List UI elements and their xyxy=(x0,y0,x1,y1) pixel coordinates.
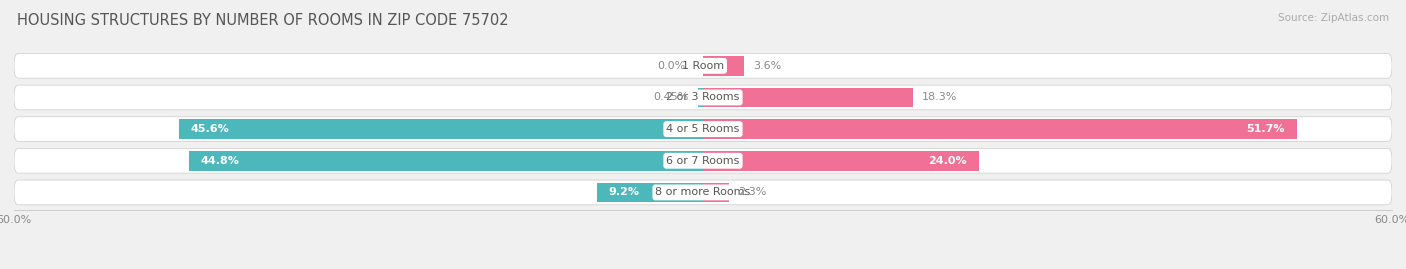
Text: Source: ZipAtlas.com: Source: ZipAtlas.com xyxy=(1278,13,1389,23)
FancyBboxPatch shape xyxy=(14,54,1392,78)
Text: 45.6%: 45.6% xyxy=(191,124,229,134)
Bar xyxy=(703,183,730,202)
FancyBboxPatch shape xyxy=(14,180,1392,205)
Bar xyxy=(598,183,703,202)
Text: HOUSING STRUCTURES BY NUMBER OF ROOMS IN ZIP CODE 75702: HOUSING STRUCTURES BY NUMBER OF ROOMS IN… xyxy=(17,13,509,29)
FancyBboxPatch shape xyxy=(14,148,1392,173)
Text: 2 or 3 Rooms: 2 or 3 Rooms xyxy=(666,93,740,102)
Text: 9.2%: 9.2% xyxy=(609,187,640,197)
Bar xyxy=(703,88,912,107)
FancyBboxPatch shape xyxy=(14,117,1392,141)
Bar xyxy=(703,151,979,171)
Text: 3.6%: 3.6% xyxy=(754,61,782,71)
Text: 51.7%: 51.7% xyxy=(1247,124,1285,134)
Text: 1 Room: 1 Room xyxy=(682,61,724,71)
Text: 6 or 7 Rooms: 6 or 7 Rooms xyxy=(666,156,740,166)
Text: 4 or 5 Rooms: 4 or 5 Rooms xyxy=(666,124,740,134)
Text: 24.0%: 24.0% xyxy=(928,156,967,166)
FancyBboxPatch shape xyxy=(14,85,1392,110)
Text: 8 or more Rooms: 8 or more Rooms xyxy=(655,187,751,197)
Text: 2.3%: 2.3% xyxy=(738,187,766,197)
Text: 18.3%: 18.3% xyxy=(922,93,957,102)
Bar xyxy=(188,151,703,171)
Text: 0.45%: 0.45% xyxy=(654,93,689,102)
Text: 0.0%: 0.0% xyxy=(658,61,686,71)
Bar xyxy=(697,88,703,107)
Bar xyxy=(703,56,744,76)
Bar xyxy=(180,119,703,139)
Bar xyxy=(703,119,1296,139)
Text: 44.8%: 44.8% xyxy=(200,156,239,166)
